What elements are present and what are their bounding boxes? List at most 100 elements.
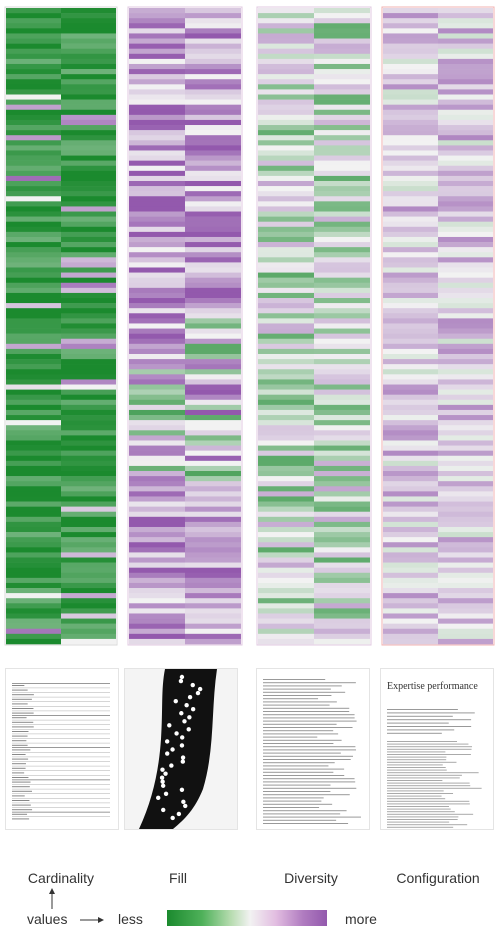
heatmap-cell bbox=[438, 329, 493, 334]
heatmap-cell bbox=[61, 140, 116, 145]
heatmap-cell bbox=[129, 150, 185, 155]
heatmap-cell bbox=[258, 267, 314, 272]
heatmap-cell bbox=[258, 466, 314, 471]
heatmap-cell bbox=[185, 379, 241, 384]
heatmap-cell bbox=[61, 110, 116, 115]
heatmap-cell bbox=[383, 140, 438, 145]
legend-values-label: values bbox=[27, 911, 67, 927]
heatmap-cell bbox=[61, 603, 116, 608]
heatmap-cell bbox=[61, 542, 116, 547]
heatmap-cell bbox=[383, 583, 438, 588]
heatmap-cell bbox=[61, 588, 116, 593]
heatmap-cell bbox=[185, 522, 241, 527]
heatmap-cell bbox=[314, 334, 370, 339]
heatmap-cell bbox=[185, 298, 241, 303]
heatmap-cell bbox=[314, 105, 370, 110]
heatmap-cell bbox=[438, 466, 493, 471]
heatmap-cell bbox=[438, 558, 493, 563]
thumbnail-dot bbox=[163, 771, 167, 775]
heatmap-cell bbox=[6, 273, 61, 278]
thumbnail-text-line bbox=[387, 827, 453, 828]
heatmap-cell bbox=[6, 293, 61, 298]
heatmap-cell bbox=[6, 507, 61, 512]
thumbnail-dot bbox=[180, 735, 184, 739]
heatmap-cell bbox=[314, 400, 370, 405]
heatmap-cell bbox=[438, 222, 493, 227]
heatmap-cell bbox=[314, 542, 370, 547]
heatmap-cell bbox=[185, 339, 241, 344]
thumbnail-text-line bbox=[12, 795, 25, 796]
heatmap-cell bbox=[185, 507, 241, 512]
heatmap-cell bbox=[6, 374, 61, 379]
heatmap-cell bbox=[185, 206, 241, 211]
heatmap-cell bbox=[314, 237, 370, 242]
heatmap-cell bbox=[6, 39, 61, 44]
heatmap-cell bbox=[61, 8, 116, 13]
heatmap-cell bbox=[129, 349, 185, 354]
heatmap-cell bbox=[129, 262, 185, 267]
heatmap-cell bbox=[314, 323, 370, 328]
heatmap-cell bbox=[258, 440, 314, 445]
heatmap-cell bbox=[185, 517, 241, 522]
heatmap-cell bbox=[438, 629, 493, 634]
heatmap-cell bbox=[6, 308, 61, 313]
heatmap-cell bbox=[61, 156, 116, 161]
heatmap-cell bbox=[6, 476, 61, 481]
heatmap-cell bbox=[258, 18, 314, 23]
heatmap-cell bbox=[6, 440, 61, 445]
thumbnail-table-line bbox=[12, 793, 110, 794]
heatmap-cell bbox=[129, 466, 185, 471]
heatmap-cell bbox=[383, 135, 438, 140]
heatmap-cell bbox=[314, 573, 370, 578]
thumbnail-dot bbox=[160, 775, 164, 779]
heatmap-cell bbox=[438, 537, 493, 542]
heatmap-cell bbox=[258, 140, 314, 145]
heatmap-cell bbox=[185, 329, 241, 334]
heatmap-cell bbox=[6, 8, 61, 13]
heatmap-cell bbox=[314, 176, 370, 181]
thumbnail-dot bbox=[170, 816, 174, 820]
heatmap-cell bbox=[129, 252, 185, 257]
heatmap-cell bbox=[383, 120, 438, 125]
heatmap-cell bbox=[383, 619, 438, 624]
heatmap-cell bbox=[61, 288, 116, 293]
heatmap-cell bbox=[383, 532, 438, 537]
heatmap-cell bbox=[438, 481, 493, 486]
thumbnail-dot bbox=[181, 755, 185, 759]
heatmap-cell bbox=[185, 461, 241, 466]
heatmap-cell bbox=[383, 33, 438, 38]
heatmap-cell bbox=[383, 639, 438, 644]
column-label-cardinality: Cardinality bbox=[3, 870, 119, 886]
heatmap-cell bbox=[185, 59, 241, 64]
heatmap-cell bbox=[61, 69, 116, 74]
heatmap-cell bbox=[129, 59, 185, 64]
heatmap-cell bbox=[61, 415, 116, 420]
heatmap-cell bbox=[438, 446, 493, 451]
heatmap-cell bbox=[61, 578, 116, 583]
heatmap-cell bbox=[438, 517, 493, 522]
heatmap-cell bbox=[61, 369, 116, 374]
heatmap-cell bbox=[438, 18, 493, 23]
heatmap-cell bbox=[6, 420, 61, 425]
thumbnail-table-line bbox=[12, 816, 110, 817]
heatmap-cell bbox=[258, 288, 314, 293]
heatmap-cell bbox=[258, 476, 314, 481]
heatmap-cell bbox=[185, 598, 241, 603]
heatmap-cell bbox=[185, 593, 241, 598]
heatmap-cell bbox=[383, 395, 438, 400]
heatmap-cell bbox=[6, 181, 61, 186]
heatmap-cell bbox=[383, 435, 438, 440]
heatmap-cell bbox=[383, 171, 438, 176]
heatmap-cell bbox=[129, 217, 185, 222]
heatmap-cell bbox=[6, 130, 61, 135]
heatmap-cell bbox=[314, 283, 370, 288]
heatmap-cell bbox=[383, 451, 438, 456]
heatmap-cell bbox=[129, 222, 185, 227]
heatmap-cell bbox=[438, 217, 493, 222]
heatmap-cell bbox=[314, 578, 370, 583]
thumbnail-text-line bbox=[263, 717, 355, 718]
heatmap-cell bbox=[314, 461, 370, 466]
heatmap-cell bbox=[258, 613, 314, 618]
heatmap-cell bbox=[314, 140, 370, 145]
heatmap-cell bbox=[438, 390, 493, 395]
